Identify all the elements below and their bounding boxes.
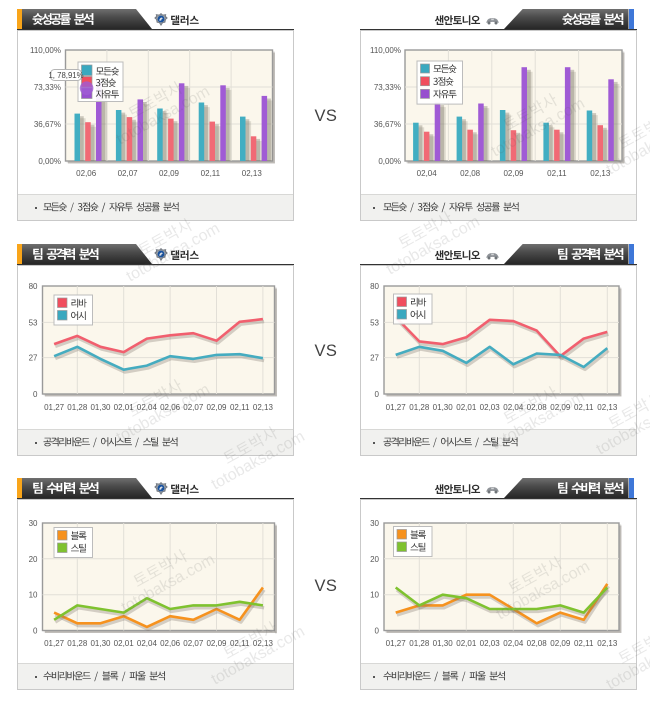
svg-text:02,09: 02,09 (159, 169, 180, 178)
svg-text:02,06: 02,06 (160, 639, 181, 648)
svg-text:01,30: 01,30 (432, 639, 453, 648)
svg-text:02,11: 02,11 (201, 169, 221, 178)
svg-text:02,04: 02,04 (503, 639, 524, 648)
svg-text:02,07: 02,07 (118, 169, 139, 178)
svg-text:02,13: 02,13 (597, 639, 618, 648)
svg-text:01,28: 01,28 (409, 639, 430, 648)
svg-text:27: 27 (370, 354, 379, 363)
svg-text:30: 30 (370, 519, 379, 528)
svg-text:02,09: 02,09 (550, 403, 571, 412)
svg-text:01,27: 01,27 (385, 403, 406, 412)
svg-text:20: 20 (29, 555, 38, 564)
svg-text:02,01: 02,01 (114, 403, 135, 412)
svg-text:02,01: 02,01 (456, 403, 477, 412)
svg-text:02,08: 02,08 (526, 403, 547, 412)
svg-text:02,11: 02,11 (573, 639, 593, 648)
svg-text:01,27: 01,27 (385, 639, 406, 648)
svg-text:02,13: 02,13 (590, 169, 611, 178)
svg-text:110,00%: 110,00% (30, 46, 61, 55)
svg-text:20: 20 (370, 555, 379, 564)
svg-text:0: 0 (33, 627, 38, 636)
svg-text:02,03: 02,03 (479, 639, 500, 648)
svg-text:1, 78,91%: 1, 78,91% (48, 71, 83, 80)
svg-text:01,30: 01,30 (432, 403, 453, 412)
svg-text:01,30: 01,30 (90, 639, 111, 648)
svg-text:02,13: 02,13 (253, 639, 274, 648)
svg-text:0,00%: 0,00% (378, 157, 401, 166)
svg-text:0: 0 (374, 390, 379, 399)
svg-text:02,04: 02,04 (503, 403, 524, 412)
svg-text:02,11: 02,11 (547, 169, 567, 178)
svg-text:53: 53 (29, 318, 38, 327)
svg-text:36,67%: 36,67% (34, 120, 61, 129)
svg-text:02,04: 02,04 (416, 169, 437, 178)
svg-text:02,09: 02,09 (550, 639, 571, 648)
svg-text:02,09: 02,09 (206, 639, 227, 648)
svg-text:01,28: 01,28 (67, 639, 88, 648)
svg-text:27: 27 (29, 354, 38, 363)
svg-text:02,13: 02,13 (242, 169, 263, 178)
svg-text:80: 80 (29, 282, 38, 291)
svg-text:36,67%: 36,67% (373, 120, 400, 129)
svg-text:80: 80 (370, 282, 379, 291)
svg-text:01,28: 01,28 (67, 403, 88, 412)
svg-text:10: 10 (29, 591, 38, 600)
svg-text:02,04: 02,04 (137, 403, 158, 412)
svg-text:110,00%: 110,00% (370, 46, 401, 55)
svg-text:0,00%: 0,00% (38, 157, 61, 166)
svg-text:01,28: 01,28 (409, 403, 430, 412)
svg-text:01,30: 01,30 (90, 403, 111, 412)
svg-text:02,07: 02,07 (183, 639, 204, 648)
svg-text:02,11: 02,11 (573, 403, 593, 412)
svg-text:02,09: 02,09 (206, 403, 227, 412)
svg-text:02,01: 02,01 (114, 639, 135, 648)
svg-text:0: 0 (374, 627, 379, 636)
svg-text:02,09: 02,09 (503, 169, 524, 178)
svg-text:01,27: 01,27 (44, 403, 65, 412)
svg-text:02,03: 02,03 (479, 403, 500, 412)
svg-text:02,13: 02,13 (253, 403, 274, 412)
svg-text:02,08: 02,08 (460, 169, 481, 178)
svg-text:02,01: 02,01 (456, 639, 477, 648)
svg-text:02,11: 02,11 (230, 403, 250, 412)
svg-text:02,06: 02,06 (160, 403, 181, 412)
svg-text:02,08: 02,08 (526, 639, 547, 648)
svg-text:02,13: 02,13 (597, 403, 618, 412)
svg-text:30: 30 (29, 519, 38, 528)
svg-text:02,06: 02,06 (76, 169, 97, 178)
svg-text:01,27: 01,27 (44, 639, 65, 648)
svg-text:53: 53 (370, 318, 379, 327)
svg-text:02,04: 02,04 (137, 639, 158, 648)
svg-text:73,33%: 73,33% (34, 83, 61, 92)
svg-text:73,33%: 73,33% (373, 83, 400, 92)
svg-text:0: 0 (33, 390, 38, 399)
svg-text:02,11: 02,11 (230, 639, 250, 648)
svg-text:10: 10 (370, 591, 379, 600)
svg-text:02,07: 02,07 (183, 403, 204, 412)
